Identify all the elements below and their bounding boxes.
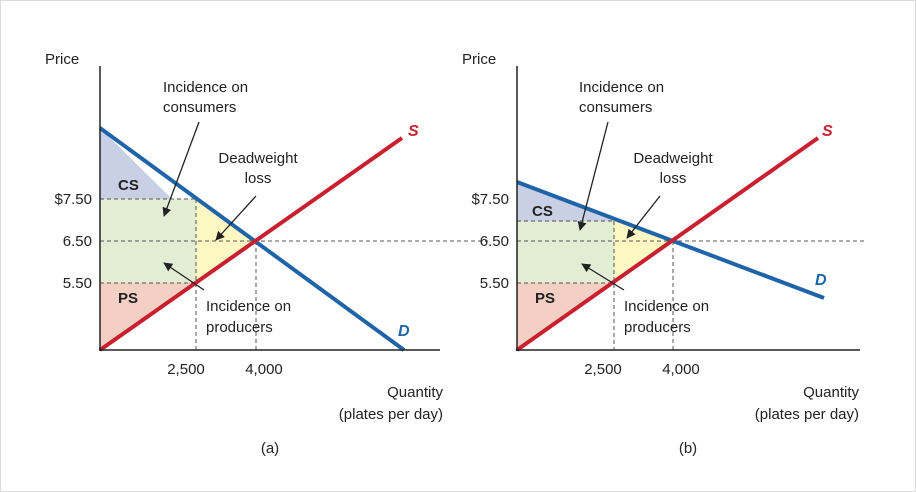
price-tick-650: 6.50 — [63, 233, 92, 250]
demand-curve — [98, 126, 406, 352]
panel-caption: (a) — [261, 440, 279, 457]
producer-incidence-annotation-1: Incidence on — [624, 298, 709, 315]
producer-incidence-annotation-1: Incidence on — [206, 298, 291, 315]
dwl-annotation-2: loss — [660, 170, 687, 187]
supply-label: S — [408, 123, 419, 140]
producer-incidence-area — [100, 241, 196, 283]
ps-label: PS — [535, 290, 555, 307]
price-tick-750: $7.50 — [54, 191, 92, 208]
ps-label: PS — [118, 290, 138, 307]
dwl-annotation-1: Deadweight — [218, 150, 298, 167]
x-axis-units: (plates per day) — [755, 406, 859, 423]
consumer-incidence-area — [517, 221, 614, 241]
supply-label: S — [822, 123, 833, 140]
dwl-annotation-2: loss — [245, 170, 272, 187]
qty-tick-4000: 4,000 — [245, 361, 283, 378]
panel-caption: (b) — [679, 440, 697, 457]
demand-label: D — [815, 272, 827, 289]
consumer-incidence-area — [100, 199, 196, 241]
panel-a: Price $7.50 6.50 5.50 2,500 4,000 Quanti… — [45, 51, 488, 457]
consumers-arrow — [162, 121, 200, 217]
cs-label: CS — [118, 177, 139, 194]
x-axis-label: Quantity — [803, 384, 859, 401]
consumer-incidence-annotation-1: Incidence on — [579, 79, 664, 96]
price-tick-750: $7.50 — [471, 191, 509, 208]
cs-area — [100, 128, 172, 199]
price-tick-650: 6.50 — [480, 233, 509, 250]
producers-arrow — [163, 262, 205, 291]
dwl-annotation-1: Deadweight — [633, 150, 713, 167]
demand-label: D — [398, 323, 410, 340]
dwl-arrow — [626, 195, 661, 239]
producer-incidence-annotation-2: producers — [206, 319, 273, 336]
qty-tick-2500: 2,500 — [584, 361, 622, 378]
supply-curve — [98, 136, 404, 352]
cs-label: CS — [532, 203, 553, 220]
supply-curve — [515, 136, 820, 352]
x-axis-label: Quantity — [387, 384, 443, 401]
panel-b: Price $7.50 6.50 5.50 2,500 4,000 Quanti… — [462, 51, 866, 457]
consumers-arrow — [577, 121, 609, 231]
dwl-arrow — [215, 195, 257, 241]
consumer-incidence-annotation-2: consumers — [163, 99, 236, 116]
producer-incidence-area — [517, 241, 614, 283]
price-axis-label: Price — [45, 51, 79, 68]
x-axis-units: (plates per day) — [339, 406, 443, 423]
consumer-incidence-annotation-2: consumers — [579, 99, 652, 116]
price-tick-550: 5.50 — [63, 275, 92, 292]
consumer-incidence-annotation-1: Incidence on — [163, 79, 248, 96]
producer-incidence-annotation-2: producers — [624, 319, 691, 336]
qty-tick-4000: 4,000 — [662, 361, 700, 378]
price-tick-550: 5.50 — [480, 275, 509, 292]
qty-tick-2500: 2,500 — [167, 361, 205, 378]
price-axis-label: Price — [462, 51, 496, 68]
producers-arrow — [581, 263, 625, 291]
